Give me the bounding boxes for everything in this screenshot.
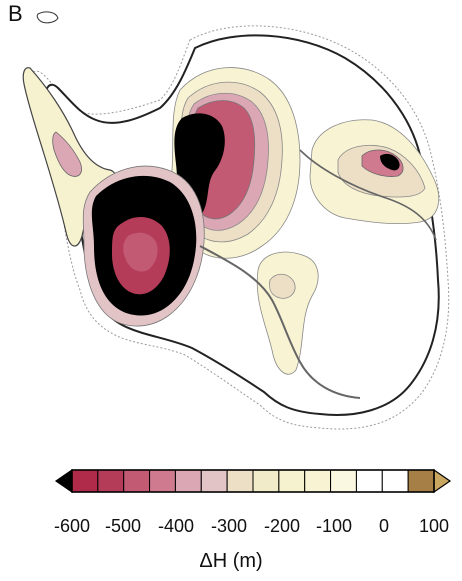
colorbar-extend-low <box>54 468 73 494</box>
colorbar-bins <box>54 468 452 494</box>
colorbar-bin <box>252 469 280 493</box>
colorbar-bin <box>174 469 202 493</box>
peninsula-red-strip <box>52 131 82 177</box>
model-domain-outline <box>26 25 450 430</box>
tick-label-neg600: -600 <box>53 516 91 536</box>
contour-region-east-black <box>380 153 400 171</box>
colorbar-extend-high <box>433 468 452 494</box>
tick-label-neg200: -200 <box>263 516 301 536</box>
colorbar-bin <box>226 469 254 493</box>
colorbar-bin <box>278 469 306 493</box>
grounding-line-east <box>299 149 437 241</box>
colorbar-title: ΔH (m) <box>199 550 263 572</box>
tick-label-neg500: -500 <box>104 516 142 536</box>
tick-label-neg400: -400 <box>157 516 195 536</box>
colorbar-bin <box>149 469 176 493</box>
contour-region-south-inner <box>269 273 296 299</box>
tick-label-neg100: -100 <box>315 516 353 536</box>
tick-label-0: 0 <box>378 516 390 536</box>
colorbar-frame <box>71 469 435 493</box>
colorbar <box>54 468 452 494</box>
colorbar-bin <box>304 469 332 493</box>
colorbar-bin <box>97 469 125 493</box>
colorbar-bin <box>355 469 383 493</box>
colorbar-bin <box>330 469 357 493</box>
small-island <box>36 11 59 24</box>
colorbar-bin <box>123 469 151 493</box>
contour-region-west-lower-red-inner <box>123 232 158 272</box>
colorbar-bin <box>407 469 435 493</box>
tick-label-100: 100 <box>418 516 450 536</box>
colorbar-bin <box>71 469 99 493</box>
antarctica-map <box>22 11 450 430</box>
colorbar-bin <box>200 469 228 493</box>
grounding-line-west <box>199 245 361 399</box>
colorbar-bin <box>381 469 409 493</box>
tick-label-neg300: -300 <box>210 516 248 536</box>
panel-label: B <box>8 1 23 26</box>
